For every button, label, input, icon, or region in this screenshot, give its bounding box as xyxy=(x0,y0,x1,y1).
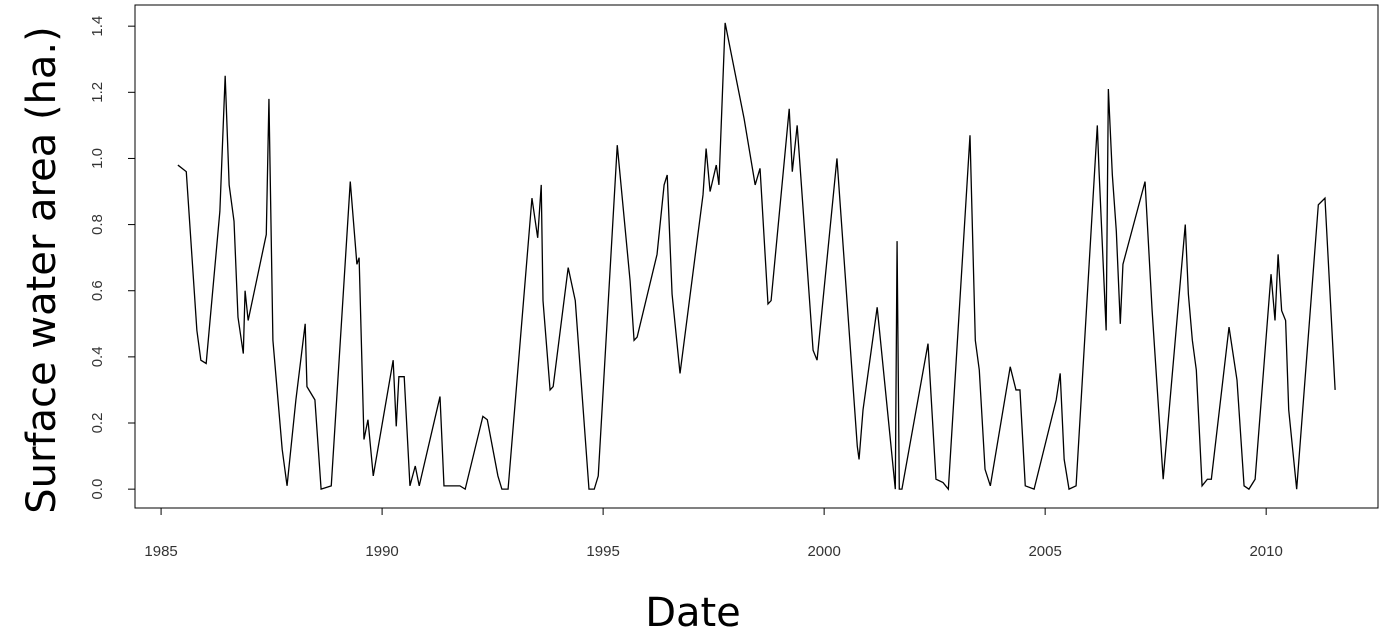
y-tick-label: 0.6 xyxy=(89,280,106,301)
y-tick-label: 1.4 xyxy=(89,16,106,37)
x-tick-label: 2005 xyxy=(1028,543,1061,560)
y-axis-title: Surface water area (ha.) xyxy=(19,26,65,513)
y-tick-label: 0.8 xyxy=(89,214,106,235)
data-line xyxy=(177,22,1336,491)
x-tick-label: 1985 xyxy=(144,543,177,560)
y-tick-label: 0.2 xyxy=(89,413,106,434)
y-tick-label: 0.0 xyxy=(89,479,106,500)
y-tick-label: 0.4 xyxy=(89,346,106,367)
y-tick-label: 1.2 xyxy=(89,82,106,103)
plot-frame xyxy=(134,4,1379,509)
x-tick-label: 1990 xyxy=(365,543,398,560)
x-tick-label: 1995 xyxy=(586,543,619,560)
x-axis-title: Date xyxy=(645,590,741,636)
x-tick-label: 2010 xyxy=(1249,543,1282,560)
y-tick-label: 1.0 xyxy=(89,148,106,169)
x-tick-label: 2000 xyxy=(807,543,840,560)
